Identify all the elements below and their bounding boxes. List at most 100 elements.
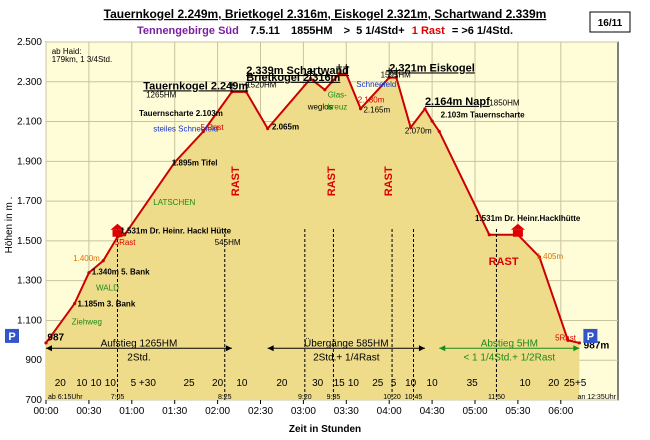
profile-point xyxy=(323,88,327,92)
x-tick-label: 01:00 xyxy=(119,406,144,417)
arrow-right-icon xyxy=(225,345,232,352)
segment-title: Abstieg 5HM xyxy=(481,338,538,349)
x-tick-label: 02:30 xyxy=(248,406,273,417)
interval-minutes: 25 xyxy=(372,378,384,389)
interval-minutes: 10 xyxy=(105,378,117,389)
hut-icon xyxy=(112,229,123,237)
annotation-text: 545HM xyxy=(215,238,241,247)
y-tick-label: 1.500 xyxy=(17,236,42,247)
interval-minutes: 5 +30 xyxy=(131,378,157,389)
segment-lines xyxy=(117,228,497,400)
annotation-text: 987m xyxy=(584,340,610,351)
profile-point xyxy=(577,341,581,345)
annotation-text: 2.070m xyxy=(405,126,432,135)
start-time-label: ab 6:15Uhr xyxy=(48,394,83,401)
annotation-text: 5Rast xyxy=(115,238,137,247)
annotation-text: Ziehweg xyxy=(72,317,102,326)
interval-minutes: 35 xyxy=(467,378,479,389)
annotation-text: 179km, 1 3/4Std. xyxy=(52,55,112,64)
annotation-text: 1.185m 3. Bank xyxy=(77,300,135,309)
time-mark-label: 10:20 xyxy=(383,394,401,401)
x-axis-label: Zeit in Stunden xyxy=(289,424,361,435)
annotation-text: 987 xyxy=(47,332,64,343)
subtitle-gt: > xyxy=(344,25,350,37)
interval-minutes: 20 xyxy=(276,378,288,389)
segment-title: Aufstieg 1265HM xyxy=(101,338,178,349)
rast-label: RAST xyxy=(383,166,395,196)
rast-label: RAST xyxy=(326,166,338,196)
interval-minutes: 20 xyxy=(212,378,224,389)
x-axis-ticks: 00:00 00:30 01:00 01:30 02:00 02:30 03:00 03:30… xyxy=(33,400,574,417)
segment-duration: < 1 1/4Std.+ 1/2Rast xyxy=(463,352,555,363)
rast-label: RAST xyxy=(230,166,242,196)
time-mark-label: 7:05 xyxy=(111,394,125,401)
interval-minutes: 10 xyxy=(519,378,531,389)
interval-minutes: 15 xyxy=(334,378,346,389)
x-tick-label: 00:30 xyxy=(76,406,101,417)
interval-minutes: 5 xyxy=(391,378,397,389)
annotation-text: kreuz xyxy=(328,103,348,112)
profile-point xyxy=(423,107,427,111)
summit-label: 2.321m Eiskogel xyxy=(389,62,475,74)
summit-label: 2.339m Schartwand xyxy=(246,65,349,77)
arrow-right-icon xyxy=(573,345,580,352)
hut-icon xyxy=(512,229,523,237)
annotation-text: Tauernscharte 2.103m xyxy=(139,109,223,118)
x-tick-label: 00:00 xyxy=(33,406,58,417)
hut-roof-icon xyxy=(110,223,125,230)
annotation-text: 1.531m Dr. Heinr.Hacklhütte xyxy=(475,214,581,223)
annotation-text: 1.400m xyxy=(73,254,100,263)
profile-fill xyxy=(46,74,580,400)
time-mark-label: 9:20 xyxy=(298,394,312,401)
subtitle-rast-count: 1 xyxy=(412,25,418,37)
x-tick-label: 01:30 xyxy=(162,406,187,417)
annotation-text: Schneefeld xyxy=(356,80,396,89)
y-tick-label: 1.300 xyxy=(17,276,42,287)
segment-duration: 2Std. xyxy=(127,352,150,363)
profile-point xyxy=(266,126,270,131)
y-tick-label: 700 xyxy=(25,395,42,406)
profile-point xyxy=(87,271,91,275)
y-tick-label: 1.700 xyxy=(17,196,42,207)
profile-point xyxy=(409,125,413,130)
interval-minutes: 20 xyxy=(55,378,67,389)
time-mark-label: 9:35 xyxy=(327,394,341,401)
arrow-right-icon xyxy=(418,345,425,352)
annotation-text: 5Rast xyxy=(555,333,577,342)
profile-point xyxy=(201,129,205,134)
subtitle-region: Tennengebirge Süd xyxy=(137,25,239,37)
interval-minutes: 10 xyxy=(405,378,417,389)
annotation-text: 2.103m Tauernscharte xyxy=(441,111,525,120)
x-tick-label: 06:00 xyxy=(548,406,573,417)
chart-title: Tauernkogel 2.249m, Brietkogel 2.316m, E… xyxy=(104,7,547,21)
profile-point xyxy=(44,341,48,345)
profile-point xyxy=(101,259,105,263)
interval-minutes: 30 xyxy=(312,378,324,389)
parking-icon xyxy=(5,328,19,343)
annotation-text: 2.165m xyxy=(363,106,390,115)
x-tick-label: 04:00 xyxy=(377,406,402,417)
parking-icon xyxy=(583,328,598,343)
interval-minutes: 10 xyxy=(90,378,102,389)
summit-label: 2.164m Napf xyxy=(425,96,490,108)
subtitle-time: 5 1/4Std+ xyxy=(356,25,405,37)
y-tick-label: 1.100 xyxy=(17,315,42,326)
arrow-left-icon xyxy=(267,345,274,352)
x-tick-label: 03:00 xyxy=(291,406,316,417)
segment-duration: 2Std.+ 1/4Rast xyxy=(313,352,380,363)
y-tick-label: 2.100 xyxy=(17,117,42,128)
interval-minutes: 10 xyxy=(348,378,360,389)
summit-label: Brietkogel 2.316m xyxy=(246,72,340,84)
subtitle-rast-word: Rast xyxy=(421,25,445,37)
y-tick-label: 2.300 xyxy=(17,77,42,88)
hut-roof-icon xyxy=(510,223,525,230)
time-mark-label: 11:50 xyxy=(488,394,505,401)
segment-title: Übergänge 585HM xyxy=(304,337,389,349)
annotation-text: 1520HM xyxy=(246,81,277,90)
profile-point xyxy=(173,160,177,164)
annotation-text: 1595HM xyxy=(381,70,412,79)
interval-minutes: 10 xyxy=(76,378,88,389)
y-tick-label: 1.900 xyxy=(17,156,42,167)
time-breakdown: Aufstieg 1265HM 2Std. Übergänge 585HM 2Std.… xyxy=(46,337,617,401)
